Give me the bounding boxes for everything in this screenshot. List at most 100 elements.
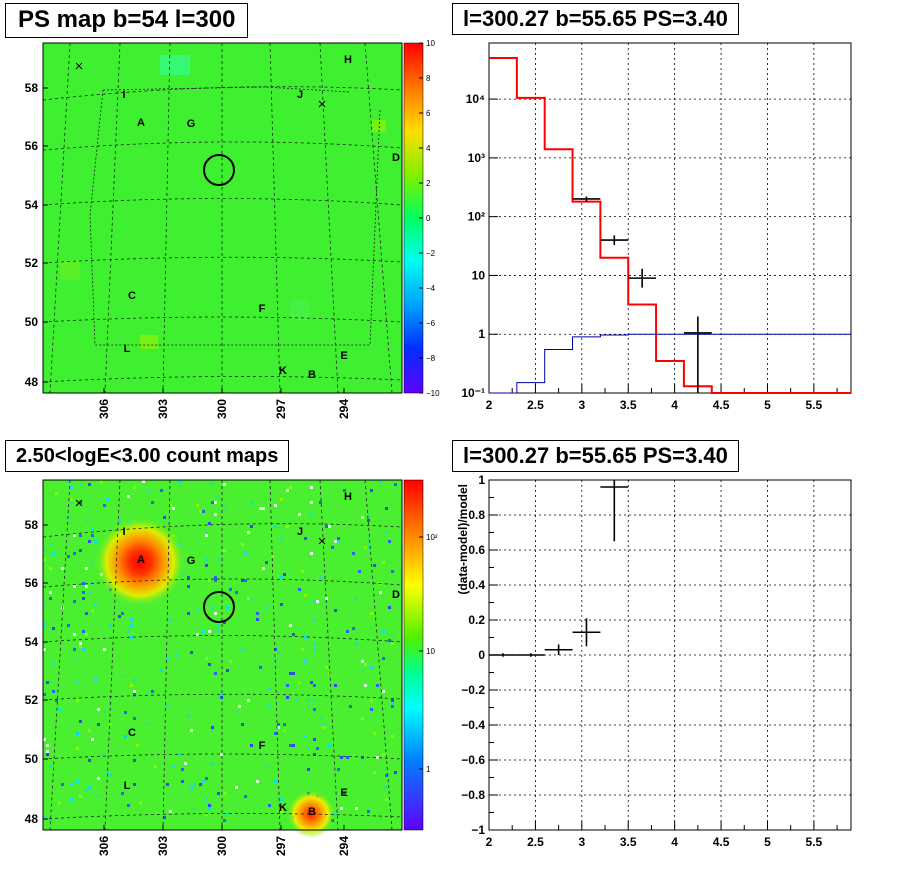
psmap-colorbar-tick-label: 4 [426,144,431,153]
plot1-data-point [628,268,657,288]
psmap-colorbar-tick-label: 8 [426,74,431,83]
plot2-y-tick-label: 0.2 [468,613,485,627]
plot2-y-tick-label: 0 [478,648,485,662]
plot2-y-tick-label: 1 [478,473,485,487]
psmap-source-label-j: J [297,89,303,101]
plot1-frame [488,42,852,394]
cmap-lon-tick-label: 306 [97,836,111,856]
plot1-y-tick-label: 10 [472,268,486,282]
plot1-data-point [600,235,629,245]
psmap-source-label-e: E [340,350,347,362]
ps-map-cross-markers [75,62,326,108]
psmap-lon-tick-label: 297 [274,399,288,419]
residual-plot: 2 2.5 3 3.5 4 4.5 5 5.5 −1 −0.8 −0.6 −0.4 −0.2 0 0.2 0.… [456,473,852,849]
plot2-y-tick-label: 0.4 [468,578,485,592]
plot2-x-tick-label: 4.5 [713,835,730,849]
psmap-colorbar-tick-label: 2 [426,179,431,188]
plot2-x-tick-label: 3 [578,835,585,849]
psmap-source-label-b: B [308,369,316,381]
psmap-source-label-k: K [279,365,287,377]
plot1-x-tick-label: 5.5 [806,398,823,412]
psmap-source-label-l: L [124,343,131,355]
cmap-source-label-h: H [344,491,352,503]
cmap-source-label-f: F [259,740,266,752]
plot1-grid [488,43,851,394]
psmap-colorbar-tick-label: −8 [426,354,436,363]
plot1-data-point [683,316,712,393]
residual-plot-title: l=300.27 b=55.65 PS=3.40 [452,440,739,472]
cmap-source-label-j: J [297,526,303,538]
cmap-lat-tick-label: 52 [25,693,39,707]
count-map-colorbar [403,479,424,831]
ps-map-title: PS map b=54 l=300 [5,3,249,38]
plot1-y-tick-label: 10³ [468,151,485,165]
count-map-grid [42,479,403,831]
plot2-y-tick-label: −0.2 [461,683,485,697]
cmap-source-label-b: B [308,806,316,818]
plot1-y-tick-label: 10⁻¹ [461,386,485,400]
plot2-x-tick-label: 2.5 [527,835,544,849]
plot2-y-tick-label: −0.8 [461,788,485,802]
plot2-data-point [600,480,629,542]
psmap-lat-tick-label: 50 [25,315,39,329]
plot1-data-point [572,196,601,202]
cmap-source-label-i: I [122,526,125,538]
cmap-lon-tick-label: 294 [337,836,351,856]
plot1-step-series-1 [489,333,851,394]
plot2-y-tick-label: −1 [471,823,485,837]
count-map-noise [43,480,397,822]
cmap-colorbar-tick-label: 10 [426,647,435,656]
cmap-source-label-a: A [137,554,145,566]
psmap-lat-tick-label: 52 [25,256,39,270]
psmap-lat-tick-label: 58 [25,81,39,95]
cmap-colorbar-tick-label: 10² [426,533,438,542]
ps-map-target-circle [203,154,235,186]
plot1-x-tick-label: 2.5 [527,398,544,412]
plot2-y-tick-label: 0.8 [468,508,485,522]
plot2-y-tick-label: −0.4 [461,718,485,732]
plot1-y-tick-label: 1 [478,327,485,341]
psmap-colorbar-tick-label: 6 [426,109,431,118]
plot2-data-point [572,618,601,647]
plot2-data-point [544,644,573,655]
psmap-lat-tick-label: 54 [25,198,39,212]
plot2-y-tick-label: 0.6 [468,543,485,557]
cmap-lat-tick-label: 58 [25,518,39,532]
ps-map-noise [60,55,386,349]
psmap-colorbar-tick-label: −10 [426,389,440,398]
plot2-data-point [516,653,545,657]
plot2-data-point [489,653,517,657]
cmap-lat-tick-label: 54 [25,635,39,649]
psmap-colorbar-tick-label: 10 [426,39,435,48]
spectrum-plot-title: l=300.27 b=55.65 PS=3.40 [452,3,739,35]
cmap-source-label-d: D [392,589,400,601]
psmap-source-label-h: H [344,54,352,66]
psmap-source-label-c: C [128,290,136,302]
count-map-panel: H I J A G D C F L E K B 48 50 52 54 56 58 306 303 300 297 29… [25,479,438,856]
plot1-y-tick-label: 10⁴ [466,92,485,106]
psmap-lat-tick-label: 48 [25,375,39,389]
plot1-x-tick-label: 3 [578,398,585,412]
plot1-step-series-0 [489,57,851,394]
psmap-source-label-a: A [137,117,145,129]
plot2-y-axis-label: (data-model)/model [456,484,470,595]
cmap-source-label-k: K [279,802,287,814]
ps-map-image [43,43,402,393]
cmap-source-label-l: L [124,780,131,792]
plot1-x-tick-label: 2 [486,398,493,412]
cmap-lon-tick-label: 300 [215,836,229,856]
count-map-title: 2.50<logE<3.00 count maps [5,440,290,472]
plot2-x-tick-label: 4 [671,835,678,849]
count-map-source-b-blob [287,790,335,838]
ps-map-roi-boundary [89,86,381,346]
count-map-image [43,480,402,830]
psmap-lon-tick-label: 300 [215,399,229,419]
plot1-x-tick-label: 5 [764,398,771,412]
count-map-source-a-blob [95,517,185,607]
cmap-source-label-c: C [128,727,136,739]
cmap-lat-tick-label: 48 [25,812,39,826]
psmap-source-label-i: I [122,89,125,101]
psmap-lon-tick-label: 303 [156,399,170,419]
